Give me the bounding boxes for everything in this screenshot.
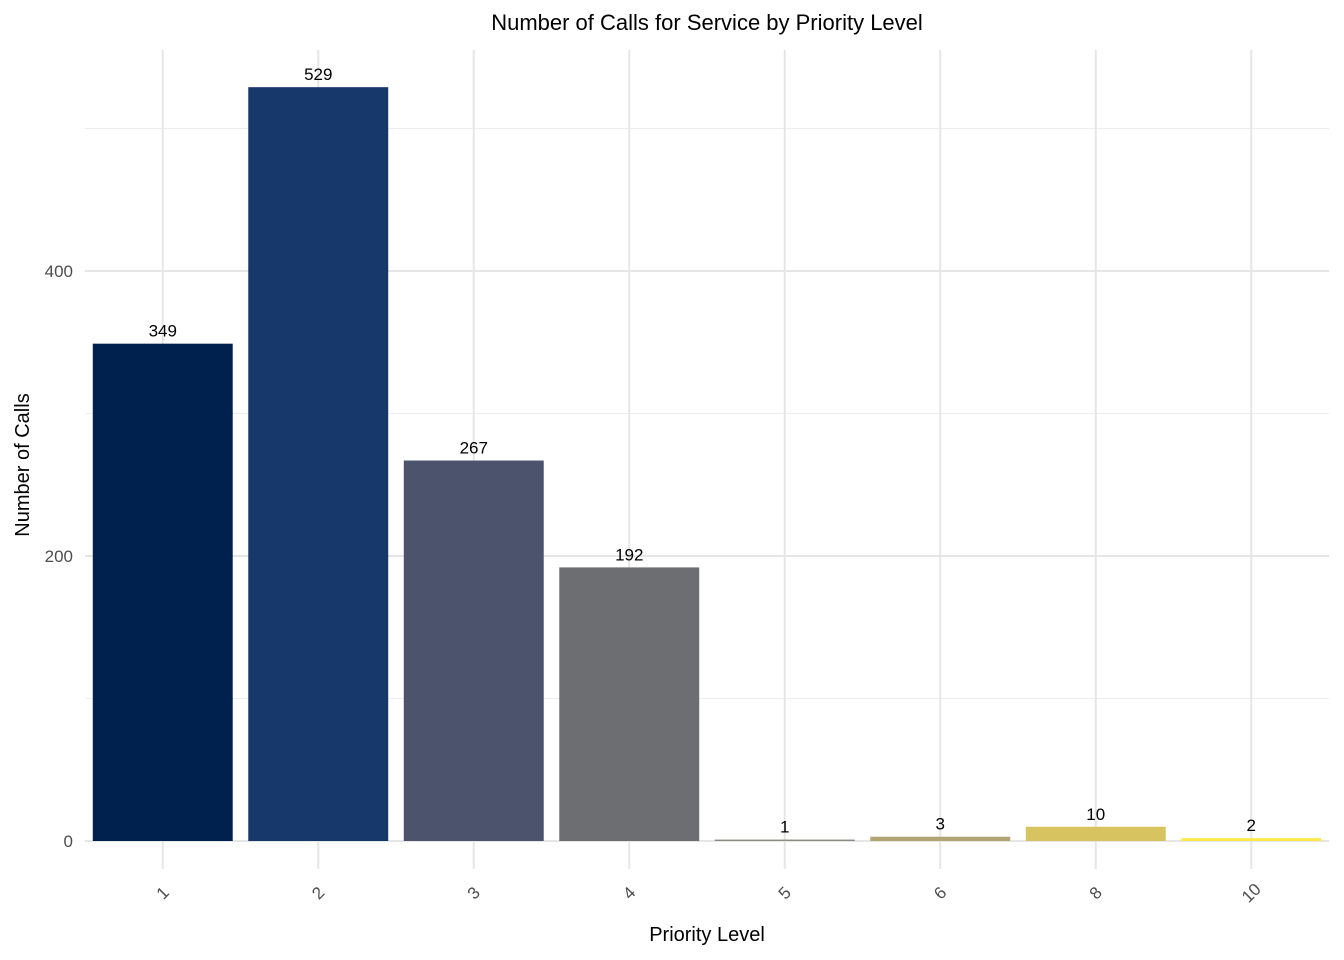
bar-value-label: 3 — [936, 815, 945, 834]
x-axis-ticks: 1 2 3 4 5 6 8 10 — [153, 880, 1265, 907]
bar-priority-10 — [1181, 838, 1322, 841]
y-tick-label: 0 — [64, 832, 73, 851]
x-tick-label: 8 — [1086, 883, 1106, 903]
bar-priority-8 — [1025, 826, 1166, 841]
x-tick-label: 1 — [153, 883, 173, 903]
bar-priority-3 — [403, 460, 544, 841]
bar-priority-1 — [92, 343, 233, 841]
bar-value-label: 10 — [1086, 805, 1105, 824]
x-tick-label: 5 — [775, 883, 795, 903]
bar-value-label: 349 — [149, 322, 177, 341]
x-axis-title: Priority Level — [649, 924, 765, 946]
bar-priority-2 — [248, 87, 389, 842]
bar-value-label: 529 — [304, 65, 332, 84]
bar-priority-4 — [559, 567, 700, 841]
y-tick-label: 200 — [45, 547, 73, 566]
bar-priority-6 — [870, 836, 1011, 841]
bar-value-label: 192 — [615, 545, 643, 564]
bar-value-labels: 349 529 267 192 1 3 10 2 — [149, 65, 1256, 836]
bars — [92, 87, 1322, 842]
x-tick-label: 3 — [464, 883, 484, 903]
bar-value-label: 267 — [460, 439, 488, 458]
y-axis-title: Number of Calls — [12, 393, 34, 536]
x-tick-label: 6 — [930, 883, 950, 903]
chart-title: Number of Calls for Service by Priority … — [491, 10, 923, 35]
bar-value-label: 2 — [1247, 816, 1256, 835]
x-tick-label: 4 — [619, 883, 639, 903]
y-axis-ticks: 0 200 400 — [45, 262, 73, 851]
x-tick-label: 10 — [1238, 880, 1265, 907]
x-tick-label: 2 — [308, 883, 328, 903]
bar-priority-5 — [714, 839, 855, 841]
bar-value-label: 1 — [780, 818, 789, 837]
y-tick-label: 400 — [45, 262, 73, 281]
